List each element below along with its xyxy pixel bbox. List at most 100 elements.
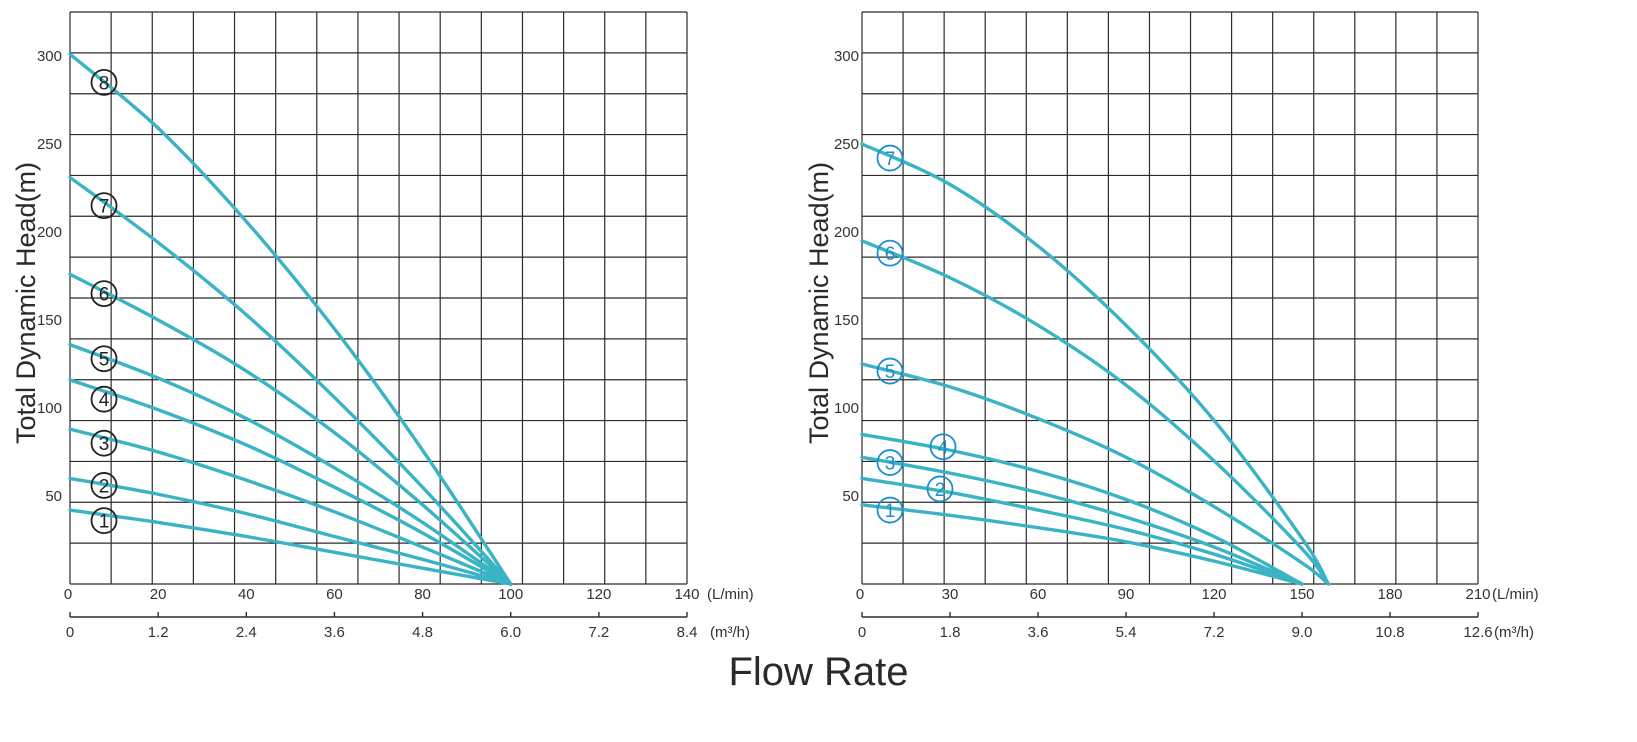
secondary-x-tick-label: 0 (66, 624, 74, 641)
curve-marker-label: 1 (99, 512, 110, 533)
curve-marker-circle (926, 475, 954, 503)
curve-series-group (860, 142, 1331, 586)
pump-curve-4 (68, 378, 513, 586)
secondary-x-tick-label: 6.0 (500, 624, 521, 641)
curve-marker-2: 2 (926, 475, 954, 503)
pump-curve-6 (860, 239, 1331, 586)
x-tick-label: 140 (674, 586, 699, 603)
curve-marker-circle (876, 449, 904, 476)
curve-marker-1: 1 (876, 496, 904, 524)
secondary-x-tick-label: 1.8 (940, 624, 961, 641)
x-unit-label: (L/min) (707, 586, 754, 603)
curve-marker-circle (876, 496, 904, 524)
secondary-x-tick-label: 12.6 (1463, 624, 1492, 641)
curve-marker-4: 4 (90, 385, 118, 413)
secondary-x-unit-label: (m³/h) (710, 624, 750, 641)
secondary-x-tick-label: 3.6 (1028, 624, 1049, 641)
y-axis-label: Total Dynamic Head(m) (804, 162, 834, 444)
curve-marker-6: 6 (90, 280, 118, 308)
curve-marker-3: 3 (876, 449, 904, 476)
curve-marker-7: 7 (876, 144, 904, 172)
curve-marker-7: 7 (90, 192, 118, 220)
curve-marker-circle (90, 69, 118, 96)
curve-marker-label: 5 (885, 362, 896, 383)
x-tick-label: 60 (1030, 586, 1047, 603)
y-tick-label: 300 (37, 48, 62, 65)
curve-marker-circle (876, 357, 904, 385)
curve-marker-circle (876, 144, 904, 172)
x-tick-label: 20 (150, 586, 167, 603)
secondary-x-tick-label: 5.4 (1116, 624, 1137, 641)
curve-marker-circle (90, 280, 118, 308)
pump-curve-1 (860, 503, 1304, 586)
pump-curve-1 (68, 508, 513, 586)
secondary-x-tick-label: 8.4 (677, 624, 698, 641)
pump-curve-2 (68, 476, 513, 586)
flow-rate-title: Flow Rate (728, 650, 909, 694)
x-tick-label: 80 (414, 586, 431, 603)
secondary-x-tick-label: 10.8 (1375, 624, 1404, 641)
curve-series-group (68, 52, 513, 586)
curve-marker-5: 5 (876, 357, 904, 385)
curve-marker-label: 6 (885, 244, 896, 265)
x-tick-label: 30 (942, 586, 959, 603)
curve-marker-6: 6 (876, 239, 904, 267)
x-tick-label: 120 (586, 586, 611, 603)
curve-marker-label: 2 (99, 476, 110, 497)
curve-marker-label: 7 (885, 149, 896, 170)
secondary-x-tick-label: 3.6 (324, 624, 345, 641)
curve-marker-label: 4 (938, 438, 949, 459)
curve-marker-3: 3 (90, 429, 118, 457)
curve-marker-label: 5 (99, 350, 110, 371)
x-tick-label: 120 (1201, 586, 1226, 603)
secondary-x-tick-label: 7.2 (588, 624, 609, 641)
curve-marker-1: 1 (90, 507, 118, 535)
curve-marker-label: 8 (99, 73, 110, 94)
x-tick-label: 210 (1465, 586, 1490, 603)
y-tick-label: 150 (834, 312, 859, 329)
pump-curve-7 (860, 142, 1331, 586)
pump-curve-4 (860, 432, 1304, 586)
secondary-x-tick-label: 2.4 (236, 624, 257, 641)
pump-curve-5 (68, 342, 513, 586)
chart-grid (69, 11, 688, 585)
y-tick-label: 100 (37, 400, 62, 417)
curve-marker-8: 8 (90, 69, 118, 96)
x-tick-label: 60 (326, 586, 343, 603)
secondary-x-tick-label: 0 (858, 624, 866, 641)
curve-marker-label: 7 (99, 197, 110, 218)
pump-curve-2 (860, 476, 1304, 586)
y-tick-label: 250 (37, 136, 62, 153)
curve-marker-circle (90, 472, 118, 499)
y-tick-label: 200 (834, 224, 859, 241)
secondary-x-tick-label: 4.8 (412, 624, 433, 641)
chart-grid (861, 11, 1479, 585)
y-tick-label: 300 (834, 48, 859, 65)
x-tick-label: 100 (498, 586, 523, 603)
x-unit-label: (L/min) (1492, 586, 1539, 603)
y-tick-label: 250 (834, 136, 859, 153)
pump-curve-5 (860, 362, 1331, 586)
pump-curve-3 (860, 455, 1304, 586)
pump-curve-6 (68, 272, 513, 586)
pump-curve-7 (68, 175, 513, 586)
x-tick-label: 90 (1118, 586, 1135, 603)
curve-marker-label: 1 (885, 501, 896, 522)
pump-curve-3 (68, 427, 513, 586)
curve-marker-label: 3 (885, 454, 896, 475)
curve-marker-5: 5 (90, 345, 118, 373)
x-tick-label: 150 (1289, 586, 1314, 603)
curve-marker-circle (929, 433, 957, 461)
curve-marker-circle (876, 239, 904, 267)
curve-marker-2: 2 (90, 472, 118, 499)
secondary-x-unit-label: (m³/h) (1494, 624, 1534, 641)
x-tick-label: 180 (1377, 586, 1402, 603)
curve-marker-circle (90, 345, 118, 373)
secondary-x-tick-label: 7.2 (1204, 624, 1225, 641)
y-tick-label: 150 (37, 312, 62, 329)
y-axis-label: Total Dynamic Head(m) (11, 162, 41, 444)
secondary-x-tick-label: 1.2 (148, 624, 169, 641)
